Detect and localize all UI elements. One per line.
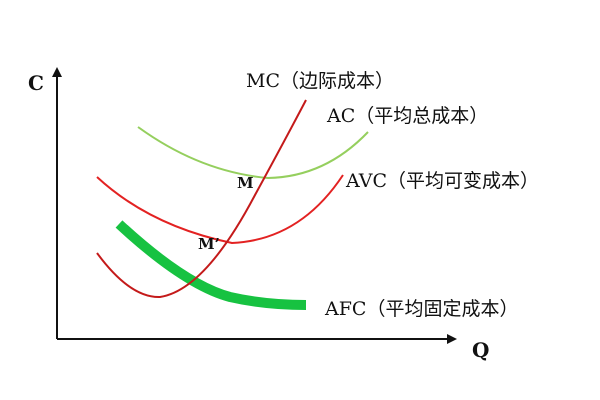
point-m-prime-label: M’ — [198, 235, 220, 253]
avc-curve-label: AVC（平均可变成本） — [345, 170, 539, 192]
mc-curve — [96, 99, 307, 299]
afc-curve — [115, 220, 307, 310]
y-axis-label: C — [28, 71, 44, 95]
mc-curve-label: MC（边际成本） — [246, 70, 394, 92]
point-m-label: M — [237, 174, 254, 192]
ac-curve — [137, 126, 369, 180]
x-axis-label: Q — [472, 338, 489, 362]
afc-curve-label: AFC（平均固定成本） — [324, 298, 518, 320]
ac-curve-label: AC（平均总成本） — [326, 105, 488, 127]
avc-curve — [96, 174, 344, 245]
